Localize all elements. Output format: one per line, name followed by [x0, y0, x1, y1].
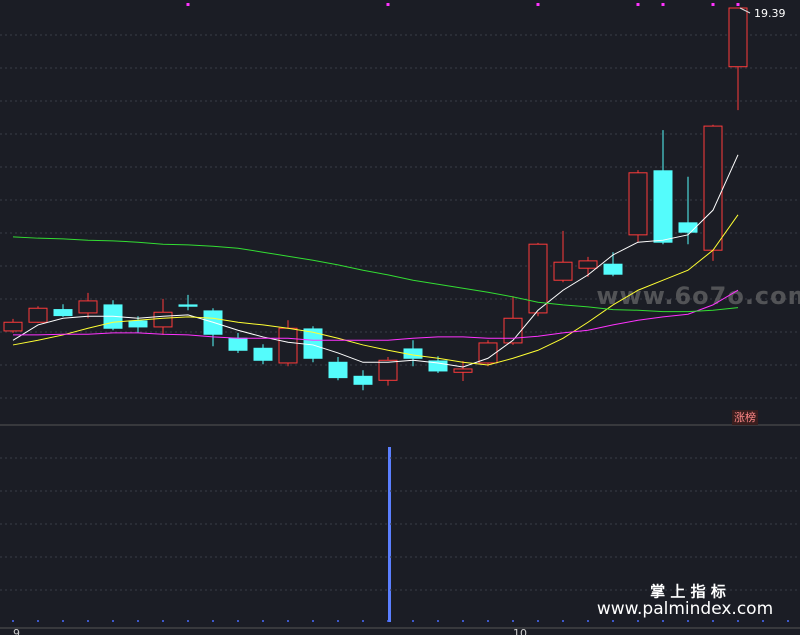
candle-body [153, 311, 173, 328]
axis-dot [87, 620, 89, 622]
axis-dot [212, 620, 214, 622]
axis-dot [137, 620, 139, 622]
candle-body [228, 337, 248, 351]
tag-box [732, 410, 758, 425]
candle-body [578, 260, 598, 269]
axis-dot [562, 620, 564, 622]
candle-body [78, 300, 98, 314]
axis-dot [262, 620, 264, 622]
signal-dot [636, 3, 640, 6]
candle-body [278, 327, 298, 364]
candle-body [453, 368, 473, 373]
signal-dot [711, 3, 715, 6]
candle-body [353, 375, 373, 385]
candle-body [328, 361, 348, 379]
ma-line [13, 289, 739, 341]
candle-body [378, 359, 398, 381]
signal-dot [386, 3, 390, 6]
axis-dot [587, 620, 589, 622]
axis-dot [462, 620, 464, 622]
candle-body [503, 317, 523, 344]
tag: 涨榜 [734, 410, 756, 424]
axis-dot [512, 620, 514, 622]
axis-dot [337, 620, 339, 622]
axis-dot [312, 620, 314, 622]
axis-dot [787, 620, 789, 622]
brand: 掌 上 指 标 [650, 583, 726, 601]
axis-dot [762, 620, 764, 622]
candle-body [3, 321, 23, 332]
watermark: www.6o7o.com [596, 282, 800, 310]
signal-dot [536, 3, 540, 6]
ma-line [12, 214, 739, 366]
high-pointer [739, 7, 751, 14]
candle-body [53, 309, 73, 317]
candle-body [678, 222, 698, 233]
candle-body [253, 347, 273, 361]
high-label: 19.39 [754, 7, 786, 20]
candle-body [528, 243, 548, 314]
axis-dot [62, 620, 64, 622]
axis-dot [287, 620, 289, 622]
signal-dot [661, 3, 665, 6]
candle-body [478, 342, 498, 364]
axis-dot [12, 620, 14, 622]
candle-body [428, 360, 448, 372]
ma-line [12, 236, 739, 313]
indicator-bar [388, 447, 391, 622]
axis-dot [412, 620, 414, 622]
axis-dot [37, 620, 39, 622]
axis-dot [487, 620, 489, 622]
signal-dot [736, 3, 740, 6]
x-tick-label: 9 [13, 627, 20, 635]
candle-body [178, 304, 198, 307]
axis-dot [687, 620, 689, 622]
candle-body [28, 307, 48, 323]
candle-body [703, 125, 723, 251]
ma-line [12, 154, 739, 368]
axis-dot [162, 620, 164, 622]
candle-body [628, 172, 648, 236]
signal-dot [186, 3, 190, 6]
axis-dot [387, 620, 389, 622]
axis-dot [737, 620, 739, 622]
axis-dot [237, 620, 239, 622]
axis-dot [612, 620, 614, 622]
axis-dot [637, 620, 639, 622]
axis-dot [362, 620, 364, 622]
axis-dot [712, 620, 714, 622]
axis-dot [187, 620, 189, 622]
brand-url: www.palmindex.com [597, 599, 773, 619]
candle-body [653, 170, 673, 243]
axis-dot [112, 620, 114, 622]
x-tick-label: 10 [513, 627, 527, 635]
candle-body [603, 263, 623, 275]
candle-body [128, 320, 148, 328]
axis-dot [537, 620, 539, 622]
axis-dot [662, 620, 664, 622]
candle-body [728, 7, 748, 68]
axis-dot [437, 620, 439, 622]
candle-body [553, 261, 573, 281]
